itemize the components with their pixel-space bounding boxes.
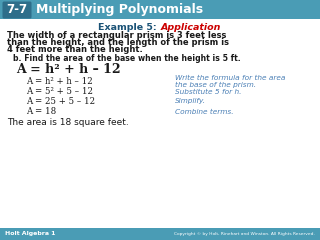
Text: 7-7: 7-7 — [6, 3, 28, 16]
Text: A = 25 + 5 – 12: A = 25 + 5 – 12 — [26, 97, 95, 106]
Text: Combine terms.: Combine terms. — [175, 108, 234, 114]
Text: The area is 18 square feet.: The area is 18 square feet. — [7, 118, 129, 127]
Text: Holt Algebra 1: Holt Algebra 1 — [5, 232, 55, 236]
Text: Example 5:: Example 5: — [98, 23, 160, 31]
Text: Substitute 5 for h.: Substitute 5 for h. — [175, 89, 242, 95]
FancyBboxPatch shape — [3, 1, 31, 18]
Text: Write the formula for the area: Write the formula for the area — [175, 76, 285, 82]
FancyBboxPatch shape — [0, 228, 320, 240]
Text: Application: Application — [161, 23, 221, 31]
Text: b. Find the area of the base when the height is 5 ft.: b. Find the area of the base when the he… — [13, 54, 241, 63]
Text: 4 feet more than the height.: 4 feet more than the height. — [7, 46, 143, 54]
FancyBboxPatch shape — [0, 0, 320, 19]
Text: Copyright © by Holt, Rinehart and Winston. All Rights Reserved.: Copyright © by Holt, Rinehart and Winsto… — [174, 232, 315, 236]
Text: Multiplying Polynomials: Multiplying Polynomials — [36, 3, 203, 16]
Text: A = h² + h – 12: A = h² + h – 12 — [16, 63, 121, 76]
Text: A = 5² + 5 – 12: A = 5² + 5 – 12 — [26, 87, 93, 96]
Text: than the height, and the length of the prism is: than the height, and the length of the p… — [7, 38, 229, 47]
Text: A = h² + h – 12: A = h² + h – 12 — [26, 77, 93, 86]
Text: A = 18: A = 18 — [26, 107, 56, 116]
Text: the base of the prism.: the base of the prism. — [175, 81, 256, 88]
Text: The width of a rectangular prism is 3 feet less: The width of a rectangular prism is 3 fe… — [7, 30, 226, 40]
Text: Simplify.: Simplify. — [175, 98, 206, 104]
